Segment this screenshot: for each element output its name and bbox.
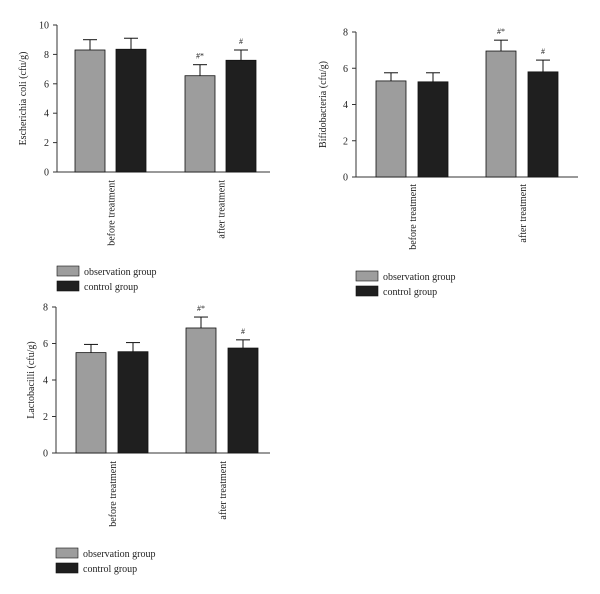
significance-mark: # [241,327,245,336]
bar-control-1 [225,59,257,173]
y-tick-label: 6 [343,64,348,75]
legend-swatch [55,562,79,574]
legend-label: control group [83,564,137,575]
bar-control-0 [117,351,149,454]
y-tick-label: 0 [343,173,348,184]
y-tick-label: 0 [44,168,49,179]
legend-label: observation group [383,272,456,283]
y-axis-label: Escherichia coli (cfu/g) [18,52,29,146]
legend-swatch [355,270,379,282]
y-axis-label: Lactobacilli (cfu/g) [26,341,37,418]
bar-observation-0 [75,352,107,454]
x-tick-label: before treatment [408,184,419,250]
y-tick-label: 8 [43,303,48,314]
bar-control-0 [115,48,147,173]
legend-swatch [56,280,80,292]
legend-swatch [355,285,379,297]
y-tick-label: 2 [343,136,348,147]
bar-observation-1 [185,327,217,454]
y-tick-label: 10 [39,21,49,32]
legend-swatch [55,547,79,559]
chart-lactobacilli: 0 2 4 6 8 Lactobacilli (cfu/g) before treatmen… [26,303,270,575]
bar-control-1 [527,71,559,178]
y-tick-label: 0 [43,449,48,460]
bar-observation-0 [375,80,407,178]
y-tick-label: 4 [44,109,49,120]
x-tick-label: after treatment [217,180,228,239]
significance-mark: #* [196,52,204,61]
y-tick-label: 4 [43,376,48,387]
bar-observation-0 [74,49,106,173]
legend-label: observation group [83,549,156,560]
x-tick-label: before treatment [108,461,119,527]
significance-mark: #* [497,27,505,36]
y-tick-label: 2 [43,412,48,423]
legend-label: observation group [84,267,157,278]
chart-bifidobacteria: 0 2 4 6 8 Bifidobacteria (cfu/g) before treatm… [318,27,578,298]
legend-label: control group [383,287,437,298]
y-tick-label: 8 [343,28,348,39]
bar-control-0 [417,81,449,178]
y-tick-label: 6 [43,339,48,350]
y-tick-label: 4 [343,100,348,111]
legend-swatch [56,265,80,277]
x-tick-label: before treatment [107,180,118,246]
bar-observation-1 [485,50,517,178]
significance-mark: #* [197,304,205,313]
significance-mark: # [541,47,545,56]
x-tick-label: after treatment [218,461,229,520]
bar-observation-1 [184,75,216,173]
legend-label: control group [84,282,138,293]
significance-mark: # [239,37,243,46]
x-tick-label: after treatment [518,184,529,243]
y-tick-label: 2 [44,138,49,149]
bar-control-1 [227,347,259,454]
y-tick-label: 6 [44,79,49,90]
chart-escherichia-coli: 0 2 4 6 8 10 Escherichia coli (cfu/g) before tr… [18,21,270,293]
y-tick-label: 8 [44,50,49,61]
y-axis-label: Bifidobacteria (cfu/g) [318,61,329,148]
